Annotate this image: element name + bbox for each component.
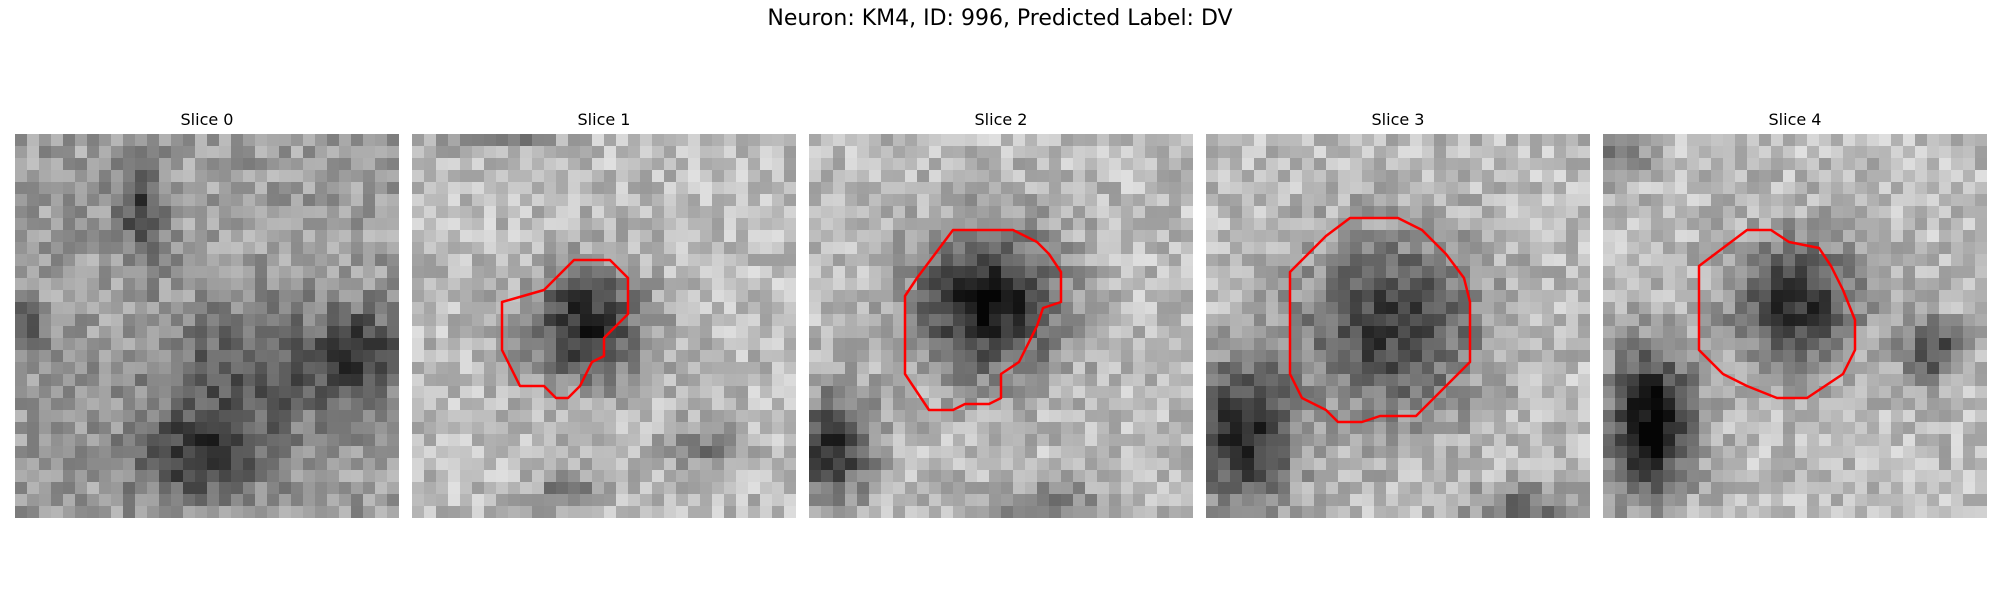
slice-panel-4: Slice 4: [1603, 110, 1987, 518]
slice-title: Slice 3: [1371, 110, 1425, 129]
slice-image: [1603, 134, 1987, 518]
slice-image: [809, 134, 1193, 518]
slice-image: [15, 134, 399, 518]
slice-title: Slice 0: [180, 110, 234, 129]
slice-panel-2: Slice 2: [809, 110, 1193, 518]
slice-image: [1206, 134, 1590, 518]
segmentation-contour: [903, 228, 1063, 412]
segmentation-contour: [1697, 228, 1857, 400]
slice-panel-0: Slice 0: [15, 110, 399, 518]
slice-panel-3: Slice 3: [1206, 110, 1590, 518]
segmentation-contour: [500, 258, 630, 400]
slice-image: [412, 134, 796, 518]
slice-title: Slice 2: [974, 110, 1028, 129]
figure-title: Neuron: KM4, ID: 996, Predicted Label: D…: [767, 6, 1233, 31]
slice-panel-1: Slice 1: [412, 110, 796, 518]
slice-title: Slice 1: [577, 110, 631, 129]
slice-title: Slice 4: [1768, 110, 1822, 129]
segmentation-contour: [1288, 216, 1472, 424]
